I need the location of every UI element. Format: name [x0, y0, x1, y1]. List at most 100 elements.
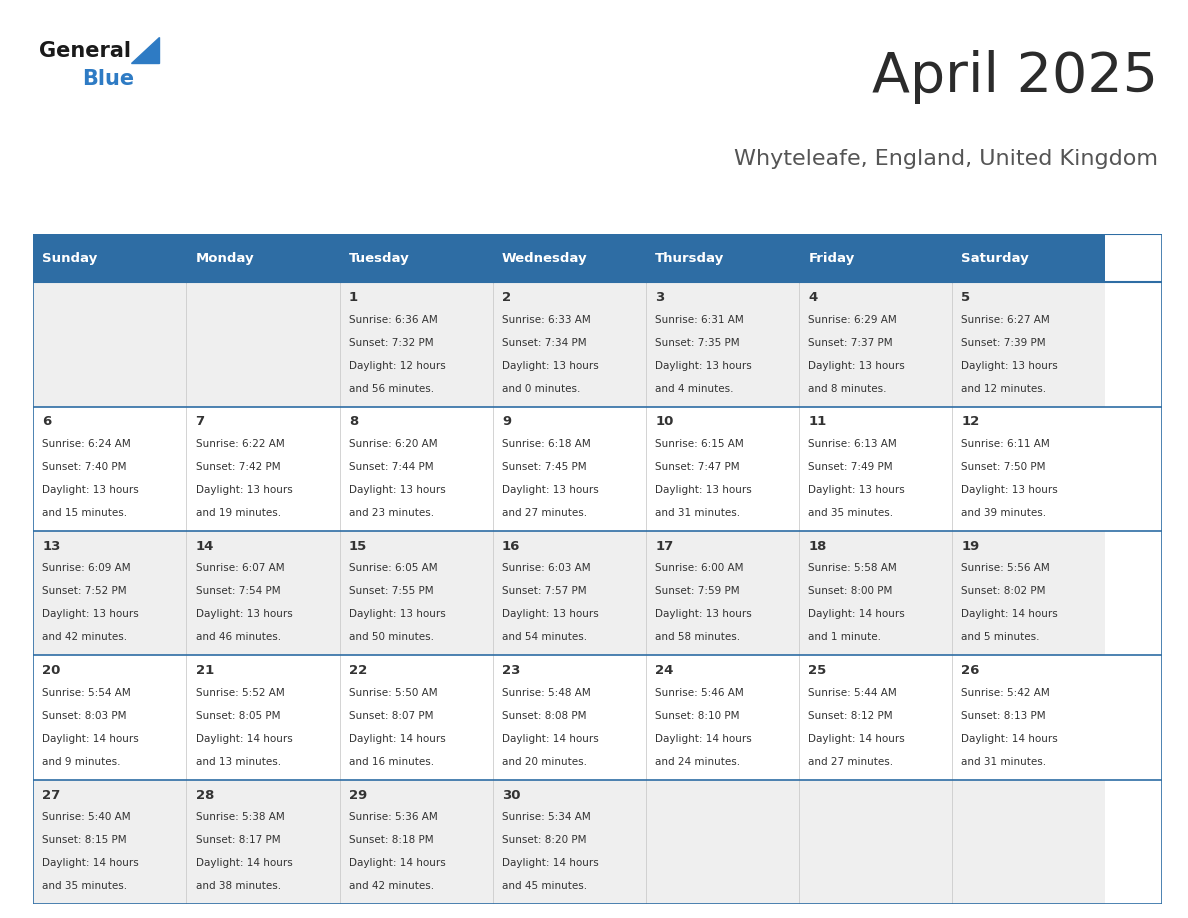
Text: Sunrise: 5:46 AM: Sunrise: 5:46 AM	[655, 688, 744, 698]
Text: Sunset: 7:52 PM: Sunset: 7:52 PM	[43, 587, 127, 597]
Text: Daylight: 13 hours: Daylight: 13 hours	[503, 361, 599, 371]
Text: 14: 14	[196, 540, 214, 553]
Text: Sunset: 7:44 PM: Sunset: 7:44 PM	[349, 462, 434, 472]
Text: Sunset: 7:57 PM: Sunset: 7:57 PM	[503, 587, 587, 597]
Text: and 35 minutes.: and 35 minutes.	[808, 508, 893, 518]
Text: Sunrise: 5:58 AM: Sunrise: 5:58 AM	[808, 564, 897, 574]
Text: and 24 minutes.: and 24 minutes.	[655, 756, 740, 767]
Text: Sunset: 7:37 PM: Sunset: 7:37 PM	[808, 338, 893, 348]
Text: Daylight: 14 hours: Daylight: 14 hours	[43, 733, 139, 744]
Text: and 31 minutes.: and 31 minutes.	[655, 508, 740, 518]
Text: Daylight: 13 hours: Daylight: 13 hours	[655, 361, 752, 371]
Text: 27: 27	[43, 789, 61, 801]
Text: Sunset: 7:47 PM: Sunset: 7:47 PM	[655, 462, 740, 472]
Text: Sunset: 8:17 PM: Sunset: 8:17 PM	[196, 835, 280, 845]
Bar	[800, 780, 953, 904]
Bar	[800, 234, 953, 283]
Text: Sunrise: 5:36 AM: Sunrise: 5:36 AM	[349, 812, 437, 823]
Text: Sunrise: 5:56 AM: Sunrise: 5:56 AM	[961, 564, 1050, 574]
Bar	[953, 283, 1106, 407]
Text: Daylight: 14 hours: Daylight: 14 hours	[961, 610, 1059, 620]
Bar	[646, 532, 800, 655]
Bar	[493, 532, 646, 655]
Bar	[800, 407, 953, 532]
Text: Sunset: 7:45 PM: Sunset: 7:45 PM	[503, 462, 587, 472]
Text: 20: 20	[43, 665, 61, 677]
Text: April 2025: April 2025	[872, 50, 1158, 104]
Text: 12: 12	[961, 416, 980, 429]
Text: Sunrise: 6:03 AM: Sunrise: 6:03 AM	[503, 564, 590, 574]
Text: and 16 minutes.: and 16 minutes.	[349, 756, 434, 767]
Text: Sunrise: 5:52 AM: Sunrise: 5:52 AM	[196, 688, 284, 698]
Text: Sunrise: 5:42 AM: Sunrise: 5:42 AM	[961, 688, 1050, 698]
Text: 24: 24	[655, 665, 674, 677]
Bar	[953, 407, 1106, 532]
Text: Daylight: 13 hours: Daylight: 13 hours	[196, 485, 292, 495]
Text: Daylight: 14 hours: Daylight: 14 hours	[503, 858, 599, 868]
Bar	[187, 532, 340, 655]
Bar	[187, 407, 340, 532]
Text: Tuesday: Tuesday	[349, 252, 410, 264]
Text: 10: 10	[655, 416, 674, 429]
Text: General: General	[39, 40, 131, 61]
Text: 9: 9	[503, 416, 511, 429]
Text: Sunset: 7:50 PM: Sunset: 7:50 PM	[961, 462, 1045, 472]
Bar	[800, 655, 953, 780]
Text: Daylight: 14 hours: Daylight: 14 hours	[503, 733, 599, 744]
Text: and 35 minutes.: and 35 minutes.	[43, 881, 127, 891]
Text: Sunset: 8:20 PM: Sunset: 8:20 PM	[503, 835, 587, 845]
Text: Daylight: 14 hours: Daylight: 14 hours	[349, 858, 446, 868]
Text: 7: 7	[196, 416, 204, 429]
Bar	[646, 655, 800, 780]
Text: Sunrise: 6:36 AM: Sunrise: 6:36 AM	[349, 315, 437, 325]
Bar	[800, 283, 953, 407]
Bar	[187, 655, 340, 780]
Text: and 45 minutes.: and 45 minutes.	[503, 881, 587, 891]
Text: Sunrise: 6:20 AM: Sunrise: 6:20 AM	[349, 439, 437, 449]
Text: Friday: Friday	[808, 252, 854, 264]
Text: and 27 minutes.: and 27 minutes.	[503, 508, 587, 518]
Text: and 1 minute.: and 1 minute.	[808, 633, 881, 643]
Text: 30: 30	[503, 789, 520, 801]
Text: Daylight: 14 hours: Daylight: 14 hours	[808, 610, 905, 620]
Text: and 19 minutes.: and 19 minutes.	[196, 508, 280, 518]
Text: 4: 4	[808, 291, 817, 304]
Text: 13: 13	[43, 540, 61, 553]
Text: Daylight: 13 hours: Daylight: 13 hours	[503, 610, 599, 620]
Text: Daylight: 13 hours: Daylight: 13 hours	[808, 361, 905, 371]
Text: Daylight: 14 hours: Daylight: 14 hours	[961, 733, 1059, 744]
Text: Daylight: 13 hours: Daylight: 13 hours	[349, 485, 446, 495]
Text: and 31 minutes.: and 31 minutes.	[961, 756, 1047, 767]
Text: 21: 21	[196, 665, 214, 677]
Text: 19: 19	[961, 540, 980, 553]
Bar	[187, 234, 340, 283]
Text: 15: 15	[349, 540, 367, 553]
Text: Sunrise: 6:22 AM: Sunrise: 6:22 AM	[196, 439, 284, 449]
Text: and 56 minutes.: and 56 minutes.	[349, 384, 434, 394]
Text: and 42 minutes.: and 42 minutes.	[349, 881, 434, 891]
Text: Sunset: 8:02 PM: Sunset: 8:02 PM	[961, 587, 1045, 597]
Text: Sunrise: 6:07 AM: Sunrise: 6:07 AM	[196, 564, 284, 574]
Bar	[646, 780, 800, 904]
Text: Daylight: 13 hours: Daylight: 13 hours	[655, 485, 752, 495]
Bar	[953, 532, 1106, 655]
Bar	[646, 283, 800, 407]
Bar	[340, 283, 493, 407]
Text: and 27 minutes.: and 27 minutes.	[808, 756, 893, 767]
Text: Daylight: 13 hours: Daylight: 13 hours	[655, 610, 752, 620]
Text: Sunrise: 6:11 AM: Sunrise: 6:11 AM	[961, 439, 1050, 449]
Text: Sunday: Sunday	[43, 252, 97, 264]
Text: 18: 18	[808, 540, 827, 553]
Text: Sunset: 8:10 PM: Sunset: 8:10 PM	[655, 711, 740, 721]
Text: Daylight: 14 hours: Daylight: 14 hours	[43, 858, 139, 868]
Bar	[493, 234, 646, 283]
Text: Sunset: 7:42 PM: Sunset: 7:42 PM	[196, 462, 280, 472]
Text: Sunset: 8:18 PM: Sunset: 8:18 PM	[349, 835, 434, 845]
Text: Sunrise: 6:09 AM: Sunrise: 6:09 AM	[43, 564, 131, 574]
Text: Sunset: 8:05 PM: Sunset: 8:05 PM	[196, 711, 280, 721]
Text: 8: 8	[349, 416, 358, 429]
Text: Sunrise: 5:54 AM: Sunrise: 5:54 AM	[43, 688, 131, 698]
Text: and 23 minutes.: and 23 minutes.	[349, 508, 434, 518]
Bar	[340, 780, 493, 904]
Text: 25: 25	[808, 665, 827, 677]
